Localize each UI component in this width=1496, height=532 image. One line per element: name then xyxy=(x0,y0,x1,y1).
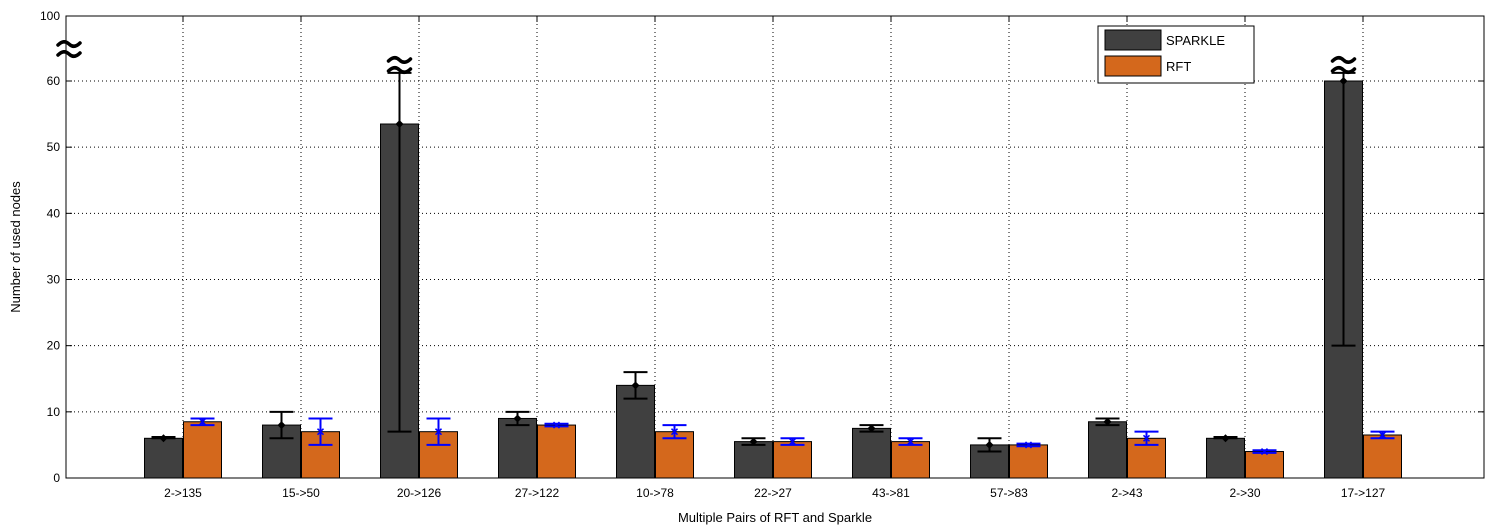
bar-sparkle xyxy=(144,437,183,479)
bar-sparkle xyxy=(734,441,773,479)
mean-marker-sparkle xyxy=(1221,434,1230,443)
y-tick-label: 30 xyxy=(47,273,61,287)
y-tick-label: 100 xyxy=(40,9,60,23)
x-tick-label: 10->78 xyxy=(636,486,674,500)
mean-marker-rft xyxy=(1142,434,1151,442)
legend: SPARKLE RFT xyxy=(1097,25,1255,84)
x-tick-label: 57->83 xyxy=(990,486,1028,500)
x-tick-label: 20->126 xyxy=(397,486,442,500)
y-tick-label: 60 xyxy=(47,74,61,88)
bar-sparkle xyxy=(498,417,537,479)
x-tick-label: 43->81 xyxy=(872,486,910,500)
break-wave xyxy=(1330,56,1357,64)
axis-break-icon xyxy=(56,40,82,58)
legend-swatch-rft xyxy=(1104,55,1162,77)
mean-marker-rft xyxy=(434,428,443,436)
break-wave xyxy=(1330,66,1357,74)
break-wave xyxy=(56,40,82,48)
mean-marker-rft xyxy=(788,438,797,446)
error-bars xyxy=(151,71,1395,456)
mean-marker-sparkle xyxy=(513,414,522,423)
mean-marker-rft xyxy=(552,421,561,429)
mean-marker-sparkle xyxy=(159,434,168,443)
mean-marker-rft xyxy=(1378,431,1387,439)
y-tick-label: 50 xyxy=(47,140,61,154)
x-axis-label: Multiple Pairs of RFT and Sparkle xyxy=(678,510,872,525)
mean-marker-rft xyxy=(670,428,679,436)
y-tick-label: 10 xyxy=(47,405,61,419)
mean-marker-sparkle xyxy=(1103,417,1112,426)
mean-marker-rft xyxy=(316,428,325,436)
bar-break-icon xyxy=(1330,56,1357,74)
mean-marker-sparkle xyxy=(867,424,876,433)
plot-frame xyxy=(65,15,1485,479)
bar-sparkle xyxy=(1206,437,1245,479)
bar-sparkle xyxy=(616,384,655,479)
y-axis-label: Number of used nodes xyxy=(8,181,23,313)
axes: 0 10 20 30 40 50 60 100 2->135 15->50 20->126 27->1… xyxy=(40,9,1485,500)
grid xyxy=(66,16,1484,478)
x-tick-label: 22->27 xyxy=(754,486,792,500)
mean-marker-sparkle xyxy=(1339,77,1348,85)
x-tick-label: 27->122 xyxy=(515,486,560,500)
x-tick-label: 17->127 xyxy=(1341,486,1386,500)
x-tick-label: 2->30 xyxy=(1229,486,1260,500)
mean-marker-rft xyxy=(906,438,915,446)
mean-marker-sparkle xyxy=(631,381,640,390)
mean-marker-sparkle xyxy=(985,440,994,449)
break-wave xyxy=(56,50,82,58)
bar-rft xyxy=(537,424,576,479)
y-tick-label: 40 xyxy=(47,206,61,220)
bar-rft xyxy=(183,421,222,479)
legend-label-sparkle: SPARKLE xyxy=(1166,33,1225,48)
bar-rft xyxy=(1245,451,1284,479)
legend-swatch-sparkle xyxy=(1104,29,1162,51)
bar-rft xyxy=(1009,444,1048,479)
mean-marker-rft xyxy=(198,418,207,426)
mean-marker-sparkle xyxy=(749,437,758,446)
x-tick-label: 2->43 xyxy=(1111,486,1142,500)
x-tick-label: 15->50 xyxy=(282,486,320,500)
mean-marker-sparkle xyxy=(395,120,404,129)
break-wave xyxy=(386,66,413,74)
x-tick-label: 2->135 xyxy=(164,486,202,500)
bar-rft xyxy=(891,441,930,479)
mean-marker-sparkle xyxy=(277,421,286,430)
legend-label-rft: RFT xyxy=(1166,59,1191,74)
y-tick-label: 0 xyxy=(53,471,60,485)
mean-marker-rft xyxy=(1024,441,1033,449)
bar-sparkle xyxy=(852,427,891,479)
break-wave xyxy=(386,56,413,64)
y-tick-label: 20 xyxy=(47,339,61,353)
mean-marker-rft xyxy=(1260,448,1269,456)
bar-sparkle xyxy=(1088,421,1127,479)
bar-rft xyxy=(655,431,694,479)
axis-breaks xyxy=(56,40,1357,74)
bar-rft xyxy=(773,441,812,479)
bar-rft xyxy=(1363,434,1402,479)
bar-break-icon xyxy=(386,56,413,74)
